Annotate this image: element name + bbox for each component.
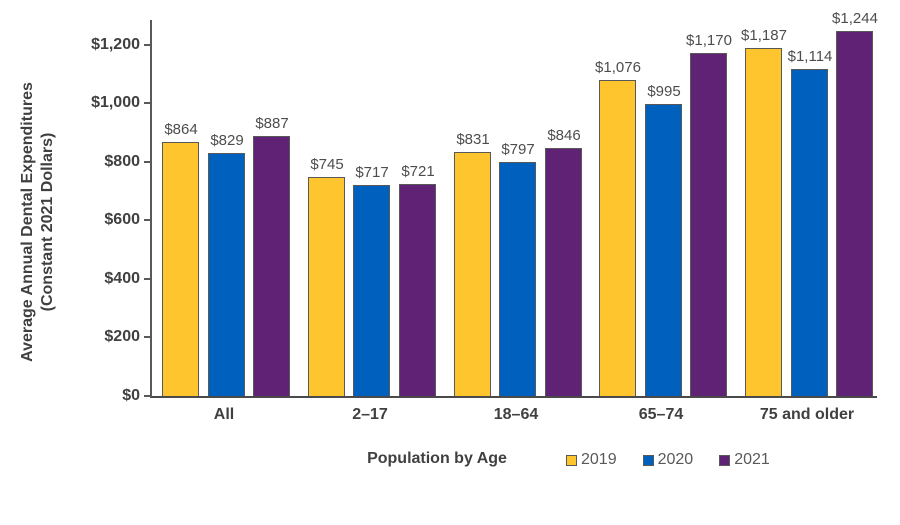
x-category-label-75 and older: 75 and older xyxy=(759,406,855,423)
bar-value-label: $831 xyxy=(456,131,490,148)
bar-value-label: $717 xyxy=(355,164,389,181)
bar-value-label: $846 xyxy=(547,127,581,144)
bar-value-label: $1,187 xyxy=(741,27,787,44)
bar-value-label: $887 xyxy=(255,115,289,132)
bar-value-label: $745 xyxy=(310,156,344,173)
bar-value-label: $797 xyxy=(501,141,535,158)
y-tick-label: $800 xyxy=(104,153,140,170)
x-category-label-65–74: 65–74 xyxy=(638,406,684,423)
y-axis-title-line2: (Constant 2021 Dollars) xyxy=(39,132,56,312)
bar-value-label: $864 xyxy=(164,121,198,138)
bar-value-label: $721 xyxy=(401,163,435,180)
legend-item-2019: 2019 xyxy=(566,451,617,469)
y-tick-mark xyxy=(144,219,152,221)
bar-2019-18–64 xyxy=(454,152,491,396)
legend-swatch-icon xyxy=(719,454,731,466)
bar-2020-18–64 xyxy=(499,162,536,396)
y-tick-label: $400 xyxy=(104,270,140,287)
bar-2020-75 and older xyxy=(791,69,828,396)
bar-2019-75 and older xyxy=(745,48,782,396)
y-tick-mark xyxy=(144,278,152,280)
legend-label: 2019 xyxy=(581,451,617,468)
bar-2021-18–64 xyxy=(545,148,582,396)
y-axis-title: Average Annual Dental Expenditures (Cons… xyxy=(18,82,58,362)
bar-value-label: $1,076 xyxy=(595,59,641,76)
bar-2019-2–17 xyxy=(308,177,345,396)
bar-value-label: $1,170 xyxy=(686,32,732,49)
x-category-label-All: All xyxy=(213,406,235,423)
legend-swatch-icon xyxy=(642,454,654,466)
bar-value-label: $829 xyxy=(210,132,244,149)
bar-2020-2–17 xyxy=(353,185,390,396)
bar-value-label: $1,244 xyxy=(832,10,878,27)
y-tick-label: $1,200 xyxy=(91,36,140,53)
y-axis-title-line1: Average Annual Dental Expenditures xyxy=(19,82,36,362)
bar-2019-All xyxy=(162,142,199,396)
y-tick-mark xyxy=(144,102,152,104)
y-tick-label: $1,000 xyxy=(91,94,140,111)
y-tick-label: $200 xyxy=(104,328,140,345)
y-tick-mark xyxy=(144,161,152,163)
legend-item-2020: 2020 xyxy=(642,451,694,469)
bar-2020-All xyxy=(208,153,245,396)
bar-2021-65–74 xyxy=(690,53,727,396)
y-tick-mark xyxy=(144,395,152,397)
bar-2021-75 and older xyxy=(836,31,873,396)
legend-swatch-icon xyxy=(566,454,577,466)
legend: 2019 2020 2021 xyxy=(566,451,770,469)
bar-2021-2–17 xyxy=(399,184,436,396)
plot-area: $0 $200 $400 $600 $800 $1,000 $1,200 $864 $745 $8… xyxy=(91,10,878,404)
bar-2021-All xyxy=(253,136,290,396)
bar-2020-65–74 xyxy=(645,104,682,396)
x-category-label-18–64: 18–64 xyxy=(493,406,539,423)
y-tick-mark xyxy=(144,336,152,338)
legend-label: 2021 xyxy=(734,451,770,468)
bar-value-label: $1,114 xyxy=(787,48,833,65)
bar-2019-65–74 xyxy=(599,80,636,396)
x-category-label-2–17: 2–17 xyxy=(352,406,388,423)
legend-label: 2020 xyxy=(657,451,694,468)
y-tick-label: $600 xyxy=(104,211,140,228)
bar-value-label: $995 xyxy=(647,83,681,100)
y-tick-label: $0 xyxy=(122,387,140,404)
legend-item-2021: 2021 xyxy=(719,451,770,469)
y-tick-mark xyxy=(144,44,152,46)
x-axis-title: Population by Age xyxy=(367,450,507,467)
